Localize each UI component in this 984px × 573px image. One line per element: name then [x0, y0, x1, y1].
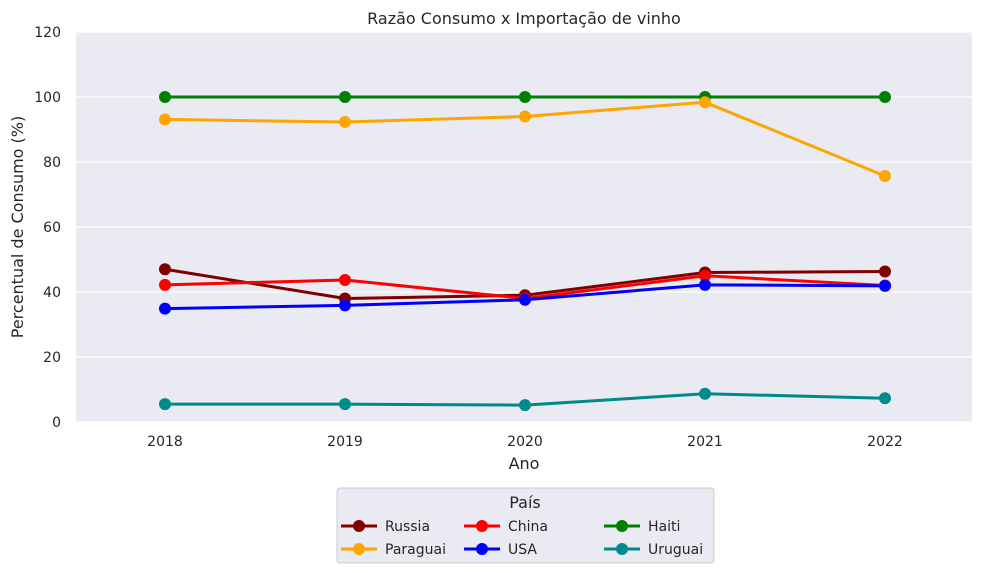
data-point-china	[159, 278, 171, 291]
legend-label: Haiti	[648, 519, 680, 535]
data-point-usa	[879, 279, 891, 292]
series-uruguai	[159, 387, 891, 412]
data-point-haiti	[879, 91, 891, 103]
data-point-uruguai	[339, 398, 351, 411]
legend-item-china: China	[464, 519, 548, 535]
series-usa	[159, 278, 891, 315]
data-point-china	[339, 273, 351, 286]
legend-items: Russia China Haiti Paraguai USA Uruguai	[341, 519, 703, 558]
legend: País Russia China Haiti Paraguai USA Uruguai	[336, 487, 715, 564]
y-tick-label: 60	[43, 220, 61, 236]
data-point-paraguai	[339, 116, 351, 129]
series-group	[159, 91, 891, 412]
x-ticks: 2018 2019 2020 2021 2022	[147, 434, 903, 450]
legend-label: Uruguai	[648, 542, 703, 558]
legend-item-uruguai: Uruguai	[604, 542, 703, 558]
data-point-usa	[339, 299, 351, 312]
series-paraguai	[159, 96, 891, 182]
data-point-russia	[879, 265, 891, 278]
data-point-usa	[159, 302, 171, 315]
data-point-paraguai	[699, 96, 711, 109]
legend-item-paraguai: Paraguai	[341, 542, 446, 558]
legend-swatch-marker	[476, 543, 488, 555]
x-tick-label: 2020	[507, 434, 543, 450]
legend-item-usa: USA	[464, 542, 537, 558]
legend-label: China	[508, 519, 548, 535]
data-point-usa	[699, 278, 711, 291]
legend-swatch-marker	[616, 543, 628, 555]
data-point-usa	[519, 293, 531, 306]
x-tick-label: 2022	[867, 434, 903, 450]
legend-swatch-marker	[476, 520, 488, 532]
legend-item-russia: Russia	[341, 519, 430, 535]
y-tick-label: 20	[43, 350, 61, 366]
legend-title: País	[509, 493, 541, 512]
y-ticks: 0 20 40 60 80 100 120	[34, 25, 61, 431]
x-tick-label: 2018	[147, 434, 183, 450]
y-tick-label: 40	[43, 285, 61, 301]
data-point-uruguai	[879, 392, 891, 405]
legend-label: Russia	[385, 519, 430, 535]
x-tick-label: 2021	[687, 434, 723, 450]
x-axis-label: Ano	[509, 454, 540, 473]
data-point-uruguai	[519, 399, 531, 412]
legend-label: USA	[508, 542, 537, 558]
data-point-uruguai	[159, 398, 171, 411]
chart-title: Razão Consumo x Importação de vinho	[367, 9, 681, 28]
legend-item-haiti: Haiti	[604, 519, 680, 535]
x-tick-label: 2019	[327, 434, 363, 450]
y-tick-label: 120	[34, 25, 61, 41]
data-point-paraguai	[879, 169, 891, 182]
data-point-russia	[159, 263, 171, 276]
series-haiti	[159, 91, 891, 103]
data-point-china	[699, 269, 711, 282]
data-point-paraguai	[519, 110, 531, 123]
legend-swatch-marker	[353, 543, 365, 555]
data-point-haiti	[519, 91, 531, 103]
y-tick-label: 100	[34, 90, 61, 106]
y-tick-label: 0	[52, 415, 61, 431]
data-point-paraguai	[159, 113, 171, 126]
y-tick-label: 80	[43, 155, 61, 171]
data-point-haiti	[159, 91, 171, 103]
y-axis-label: Percentual de Consumo (%)	[8, 116, 27, 339]
legend-swatch-marker	[616, 520, 628, 532]
data-point-haiti	[339, 91, 351, 103]
legend-label: Paraguai	[385, 542, 446, 558]
data-point-uruguai	[699, 387, 711, 400]
legend-swatch-marker	[353, 520, 365, 532]
